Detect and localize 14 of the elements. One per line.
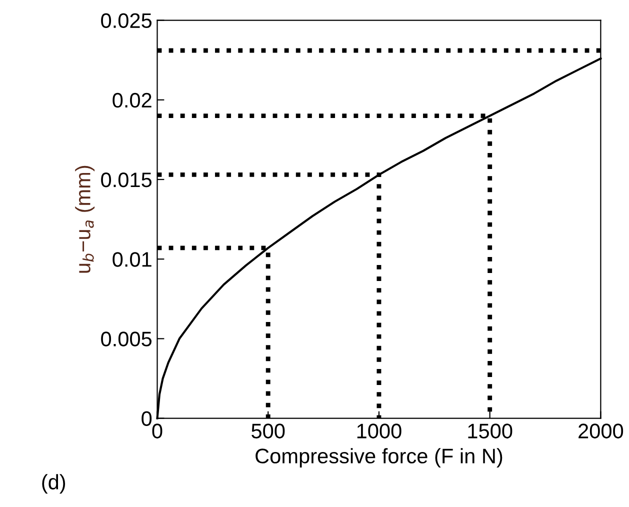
- y-tick-label: 0.02: [112, 92, 152, 108]
- x-tick-label: 0: [152, 424, 162, 438]
- y-tick-label: 0.025: [101, 13, 152, 28]
- y-tick-label: 0.015: [101, 172, 152, 188]
- y-tick-label: 0: [142, 411, 152, 426]
- text: (d): [42, 474, 66, 494]
- x-tick-label: 500: [252, 424, 285, 438]
- y-axis-title: u$_{b}$−u$_{a}$ (mm): [75, 166, 95, 273]
- y-tick-label: 0.005: [101, 332, 152, 346]
- y-tick-label: 0.01: [112, 252, 152, 267]
- x-tick-label: 1000: [357, 424, 402, 438]
- x-tick-label: 1500: [468, 424, 512, 438]
- x-tick-label: 2000: [578, 424, 624, 438]
- x-axis-title: Compressive force (F in N): [256, 448, 502, 468]
